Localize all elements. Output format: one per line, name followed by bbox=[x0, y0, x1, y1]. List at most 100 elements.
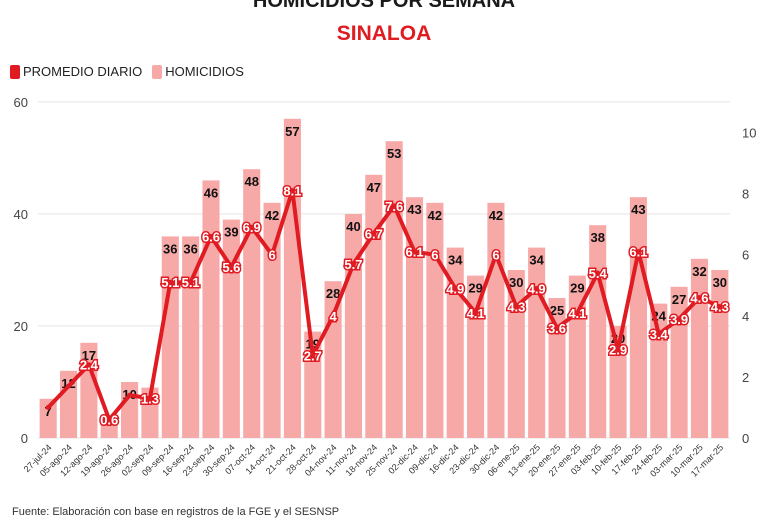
bar-data-label: 46 bbox=[204, 185, 218, 200]
bar-data-label: 30 bbox=[713, 275, 727, 290]
line-data-label: 2.7 bbox=[304, 349, 322, 364]
bar bbox=[161, 236, 179, 438]
line-data-label: 5.1 bbox=[182, 275, 200, 290]
line-point bbox=[635, 249, 641, 255]
y-right-tick-label: 0 bbox=[742, 431, 749, 446]
line-data-label: 4 bbox=[330, 309, 338, 324]
line-data-label: 6 bbox=[268, 248, 275, 263]
y-right-tick-label: 4 bbox=[742, 309, 749, 324]
y-left-tick-label: 0 bbox=[21, 431, 28, 446]
bar bbox=[711, 270, 729, 438]
line-data-label: 6.1 bbox=[629, 245, 647, 260]
line-data-label: 4.6 bbox=[690, 290, 708, 305]
line-data-label: 4.3 bbox=[507, 300, 525, 315]
bar bbox=[304, 331, 322, 438]
line-data-label: 3.6 bbox=[548, 321, 566, 336]
bar-data-label: 43 bbox=[407, 202, 421, 217]
y-left-tick-label: 40 bbox=[14, 207, 28, 222]
line-data-label: 4.9 bbox=[446, 281, 464, 296]
line-data-label: 6.9 bbox=[243, 220, 261, 235]
line-point bbox=[452, 285, 458, 291]
line-data-label: 5.4 bbox=[589, 266, 608, 281]
line-data-label: 4.9 bbox=[528, 281, 546, 296]
bar bbox=[59, 370, 78, 438]
bar bbox=[283, 118, 301, 439]
bar bbox=[528, 247, 546, 438]
line-data-label: 6 bbox=[431, 248, 438, 263]
y-right-tick-label: 6 bbox=[742, 248, 749, 263]
line-point bbox=[595, 270, 601, 276]
line-point bbox=[574, 310, 580, 316]
line-point bbox=[391, 203, 397, 209]
bar bbox=[548, 298, 566, 438]
line-data-label: 1.3 bbox=[141, 391, 159, 406]
line-data-label: 6.6 bbox=[202, 229, 220, 244]
y-right-tick-label: 2 bbox=[742, 370, 749, 385]
bar-data-label: 42 bbox=[265, 208, 279, 223]
line-data-label: 4.3 bbox=[711, 300, 729, 315]
bar-data-label: 25 bbox=[550, 303, 564, 318]
line-point bbox=[249, 224, 255, 230]
line-data-label: 5.1 bbox=[161, 275, 179, 290]
bar bbox=[243, 169, 261, 438]
line-point bbox=[289, 188, 295, 194]
line-data-label: 6.7 bbox=[365, 226, 383, 241]
bar-data-label: 36 bbox=[183, 241, 197, 256]
line-data-label: 4.1 bbox=[467, 306, 485, 321]
line-data-label: 5.6 bbox=[222, 260, 240, 275]
chart-title: HOMICIDIOS POR SEMANA bbox=[252, 0, 516, 12]
line-point bbox=[412, 249, 418, 255]
bar-data-label: 30 bbox=[509, 275, 523, 290]
bar bbox=[405, 197, 424, 438]
line-point bbox=[66, 383, 72, 389]
legend-item-line: PROMEDIO DIARIO bbox=[10, 64, 142, 79]
legend-swatch-line bbox=[10, 64, 20, 79]
bar-data-label: 32 bbox=[692, 264, 706, 279]
bar bbox=[487, 202, 505, 438]
line-point bbox=[473, 310, 479, 316]
line-point bbox=[696, 294, 702, 300]
bar-data-label: 34 bbox=[448, 253, 463, 268]
bar bbox=[467, 275, 485, 438]
line-point bbox=[188, 279, 194, 285]
line-point bbox=[554, 325, 560, 331]
bar-data-label: 53 bbox=[387, 146, 401, 161]
line-point bbox=[656, 331, 662, 337]
bar bbox=[426, 202, 444, 438]
bar bbox=[629, 197, 647, 438]
bar-data-label: 42 bbox=[489, 208, 503, 223]
bar bbox=[670, 286, 688, 438]
bar bbox=[182, 236, 200, 438]
legend-swatch-bar bbox=[152, 64, 163, 79]
line-data-label: 3.4 bbox=[650, 327, 669, 342]
legend-label-bar: HOMICIDIOS bbox=[165, 64, 244, 79]
line-point bbox=[269, 252, 275, 258]
bar-data-label: 28 bbox=[326, 286, 340, 301]
line-point bbox=[86, 362, 92, 368]
bar bbox=[222, 219, 240, 438]
line-point bbox=[534, 285, 540, 291]
y-left-tick-label: 60 bbox=[14, 95, 28, 110]
bar bbox=[650, 303, 668, 438]
y-left-tick-label: 20 bbox=[14, 319, 28, 334]
line-data-label: 4.1 bbox=[568, 306, 586, 321]
line-point bbox=[513, 304, 519, 310]
line-point bbox=[615, 346, 621, 352]
line-point bbox=[106, 417, 112, 423]
line-data-label: 2.4 bbox=[80, 358, 99, 373]
legend-label-line: PROMEDIO DIARIO bbox=[23, 64, 143, 79]
legend: PROMEDIO DIARIO HOMICIDIOS bbox=[10, 64, 254, 79]
bar-data-label: 57 bbox=[285, 124, 299, 139]
line-point bbox=[208, 233, 214, 239]
bar-data-label: 39 bbox=[224, 225, 238, 240]
bar-data-label: 34 bbox=[529, 253, 544, 268]
bar-data-label: 42 bbox=[428, 208, 442, 223]
line-point bbox=[676, 316, 682, 322]
line-point bbox=[127, 392, 133, 398]
y-right-tick-label: 8 bbox=[742, 187, 749, 202]
bar-data-label: 29 bbox=[468, 281, 482, 296]
line-point bbox=[147, 395, 153, 401]
bar bbox=[263, 202, 281, 438]
bar-data-label: 29 bbox=[570, 281, 584, 296]
